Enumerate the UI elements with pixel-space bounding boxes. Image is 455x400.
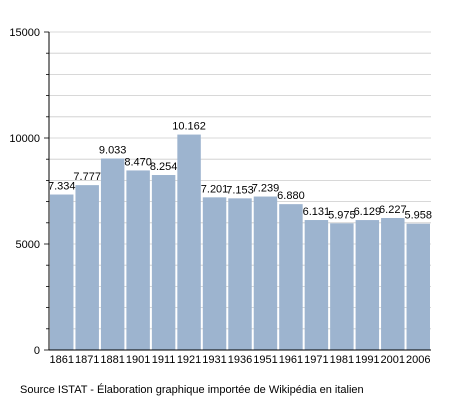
x-tick-label: 1951: [253, 354, 277, 366]
data-label-1861: 7.334: [48, 181, 76, 193]
y-tick-label: 15000: [9, 27, 40, 39]
bar-1961: [279, 204, 303, 350]
data-label-1921: 10.162: [172, 121, 206, 133]
x-tick-label: 2006: [406, 354, 430, 366]
data-label-1951: 7.239: [252, 183, 280, 195]
bar-1901: [126, 170, 150, 350]
y-tick-label: 0: [34, 345, 40, 357]
data-label-1971: 6.131: [303, 206, 331, 218]
bar-1881: [100, 158, 125, 350]
axes-group: [44, 31, 431, 351]
data-label-2006: 5.958: [405, 210, 433, 222]
x-tick-label: 1921: [177, 354, 201, 366]
x-tick-labels: 1861 1871 1881 1901 1911 1921 1931 1936 1951 1961…: [49, 354, 430, 366]
x-tick-label: 2001: [381, 354, 405, 366]
x-tick-label: 1991: [355, 354, 379, 366]
x-tick-label: 1911: [152, 354, 176, 366]
y-tick-labels: 0 5000 10000 15000: [9, 27, 40, 357]
bars-group: [50, 134, 430, 350]
x-tick-label: 1961: [279, 354, 303, 366]
y-tick-label: 10000: [9, 133, 40, 145]
bar-1971: [304, 220, 329, 350]
bar-1871: [75, 185, 99, 350]
bar-1951: [253, 196, 278, 350]
x-tick-label: 1931: [202, 354, 226, 366]
bar-1921: [177, 134, 201, 350]
data-label-2001: 6.227: [379, 204, 407, 216]
data-label-1991: 6.129: [354, 206, 382, 218]
y-tick-label: 5000: [16, 239, 40, 251]
bar-1981: [330, 223, 354, 350]
data-label-1981: 5.975: [328, 209, 356, 221]
x-tick-label: 1901: [126, 354, 150, 366]
data-label-1936: 7.153: [226, 184, 254, 196]
bar-2001: [381, 217, 405, 350]
x-tick-label: 1861: [49, 354, 73, 366]
source-caption: Source ISTAT - Élaboration graphique imp…: [20, 383, 364, 396]
x-tick-label: 1971: [304, 354, 328, 366]
data-label-1961: 6.880: [277, 190, 305, 202]
data-label-1931: 7.201: [201, 183, 229, 195]
bar-1936: [228, 198, 252, 350]
data-label-1881: 9.033: [99, 145, 127, 157]
data-label-1871: 7.777: [73, 171, 101, 183]
bar-1861: [50, 194, 74, 350]
bar-1911: [151, 175, 176, 350]
bar-1991: [355, 220, 380, 350]
data-label-1911: 8.254: [150, 161, 178, 173]
x-tick-label: 1936: [228, 354, 252, 366]
data-label-1901: 8.470: [124, 156, 152, 168]
bar-1931: [202, 197, 227, 350]
x-tick-label: 1871: [75, 354, 99, 366]
x-tick-label: 1981: [330, 354, 354, 366]
x-tick-label: 1881: [100, 354, 124, 366]
bar-2006: [406, 223, 430, 350]
